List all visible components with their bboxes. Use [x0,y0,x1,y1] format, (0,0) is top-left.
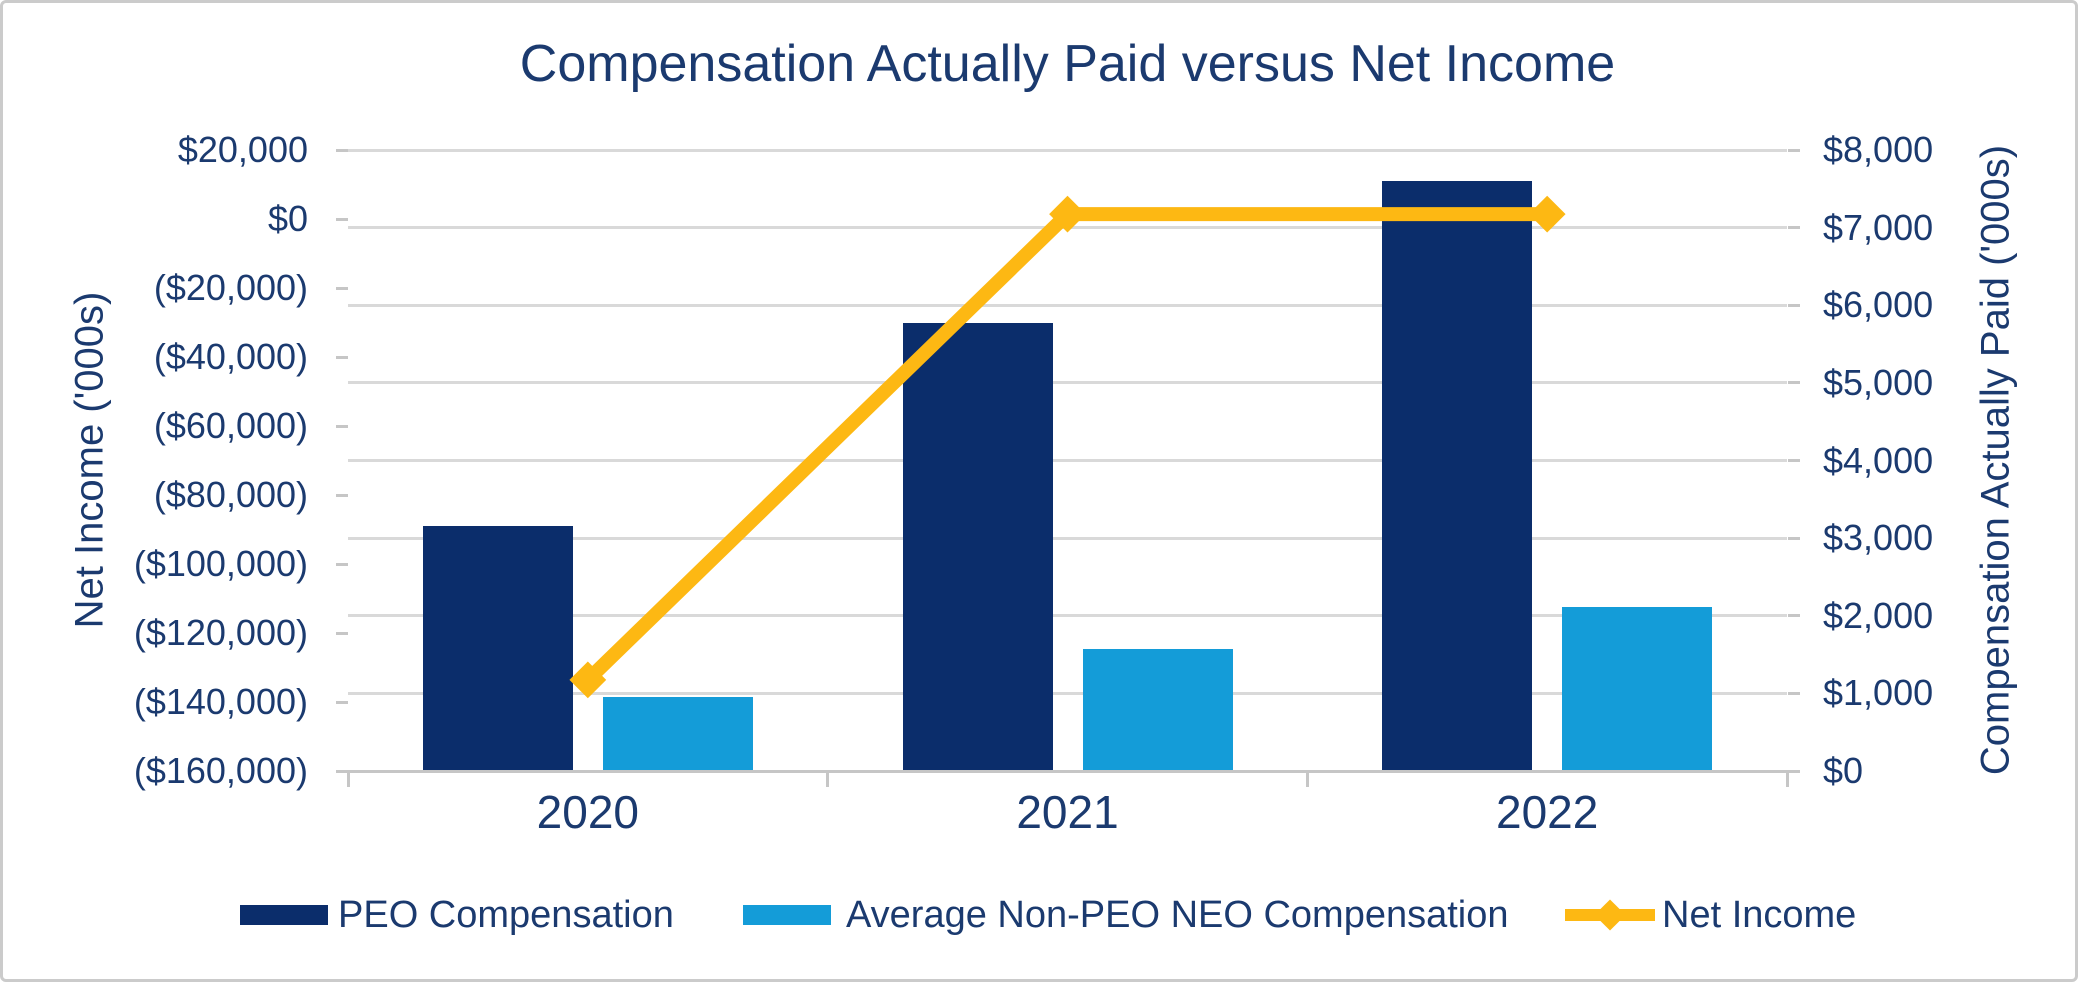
left-axis-tick [336,562,348,566]
right-axis-tick [1788,769,1800,773]
left-axis-tick-label: ($120,000) [133,612,308,653]
left-axis-tick [336,769,348,773]
left-axis-tick-label: ($60,000) [153,405,308,446]
legend-swatch-avg-non-peo-neo-compensation [743,905,831,925]
x-axis-tick [346,771,350,787]
x-axis-line [348,769,1790,773]
left-axis-tick [336,355,348,359]
right-axis-tick-label: $4,000 [1823,439,1934,481]
right-axis-tick [1788,148,1800,152]
gridline [348,381,1787,385]
left-axis-tick-label: ($100,000) [133,543,308,584]
bar-peo-compensation-2021 [902,323,1053,771]
left-axis-tick-label: $0 [267,198,308,239]
x-axis-label-2020: 2020 [536,786,639,838]
right-axis-tick-label: $1,000 [1823,672,1934,714]
chart-title: Compensation Actually Paid versus Net In… [519,35,1616,93]
right-axis-tick-label: $5,000 [1823,361,1934,403]
right-axis-tick [1788,303,1800,307]
left-axis-tick-label: ($160,000) [133,750,308,791]
gridline [348,148,1787,152]
x-axis-tick [826,771,830,787]
gridline [348,459,1787,462]
left-axis-tick [336,217,348,221]
bar-avg-non-peo-neo-compensation-2020 [602,697,753,771]
x-axis-tick [1305,771,1309,787]
right-axis-tick-label: $2,000 [1823,594,1934,636]
right-axis-tick [1788,614,1800,618]
left-axis-tick-label: ($140,000) [133,681,308,722]
x-axis-label-2021: 2021 [1016,786,1119,838]
left-axis-tick [336,286,348,290]
left-axis-tick [336,700,348,704]
legend-label-net-income: Net Income [1662,894,1857,936]
left-axis-tick [336,631,348,635]
right-axis-tick [1788,536,1800,540]
bar-peo-compensation-2020 [422,526,573,771]
bar-avg-non-peo-neo-compensation-2022 [1562,607,1713,771]
right-axis-tick [1788,459,1800,462]
right-axis-tick-label: $8,000 [1823,129,1934,170]
left-axis-tick-label: ($80,000) [153,474,308,515]
gridline [348,691,1787,695]
right-axis-tick-label: $7,000 [1823,206,1934,248]
legend-label-avg-non-peo-neo-compensation: Average Non-PEO NEO Compensation [846,894,1509,936]
left-axis-tick-label: $20,000 [177,129,308,170]
x-axis-label-2022: 2022 [1495,786,1599,838]
right-axis-tick-label: $0 [1823,750,1864,791]
right-axis-tick [1788,381,1800,385]
left-axis-tick-label: ($20,000) [153,267,308,308]
right-axis-tick [1788,691,1800,695]
right-axis-tick-label: $3,000 [1823,517,1934,559]
bar-avg-non-peo-neo-compensation-2021 [1082,649,1233,771]
legend-label-peo-compensation: PEO Compensation [338,894,674,936]
left-axis-tick [336,424,348,428]
left-axis-tick-label: ($40,000) [153,336,308,377]
left-axis-tick [336,148,348,152]
legend-swatch-peo-compensation [240,905,328,925]
gridline [348,303,1787,307]
right-axis-tick [1788,226,1800,230]
right-axis-tick-label: $6,000 [1823,284,1934,326]
bar-peo-compensation-2022 [1382,181,1533,771]
x-axis-tick [1785,771,1789,787]
left-axis-tick [336,493,348,497]
gridline [348,226,1787,230]
